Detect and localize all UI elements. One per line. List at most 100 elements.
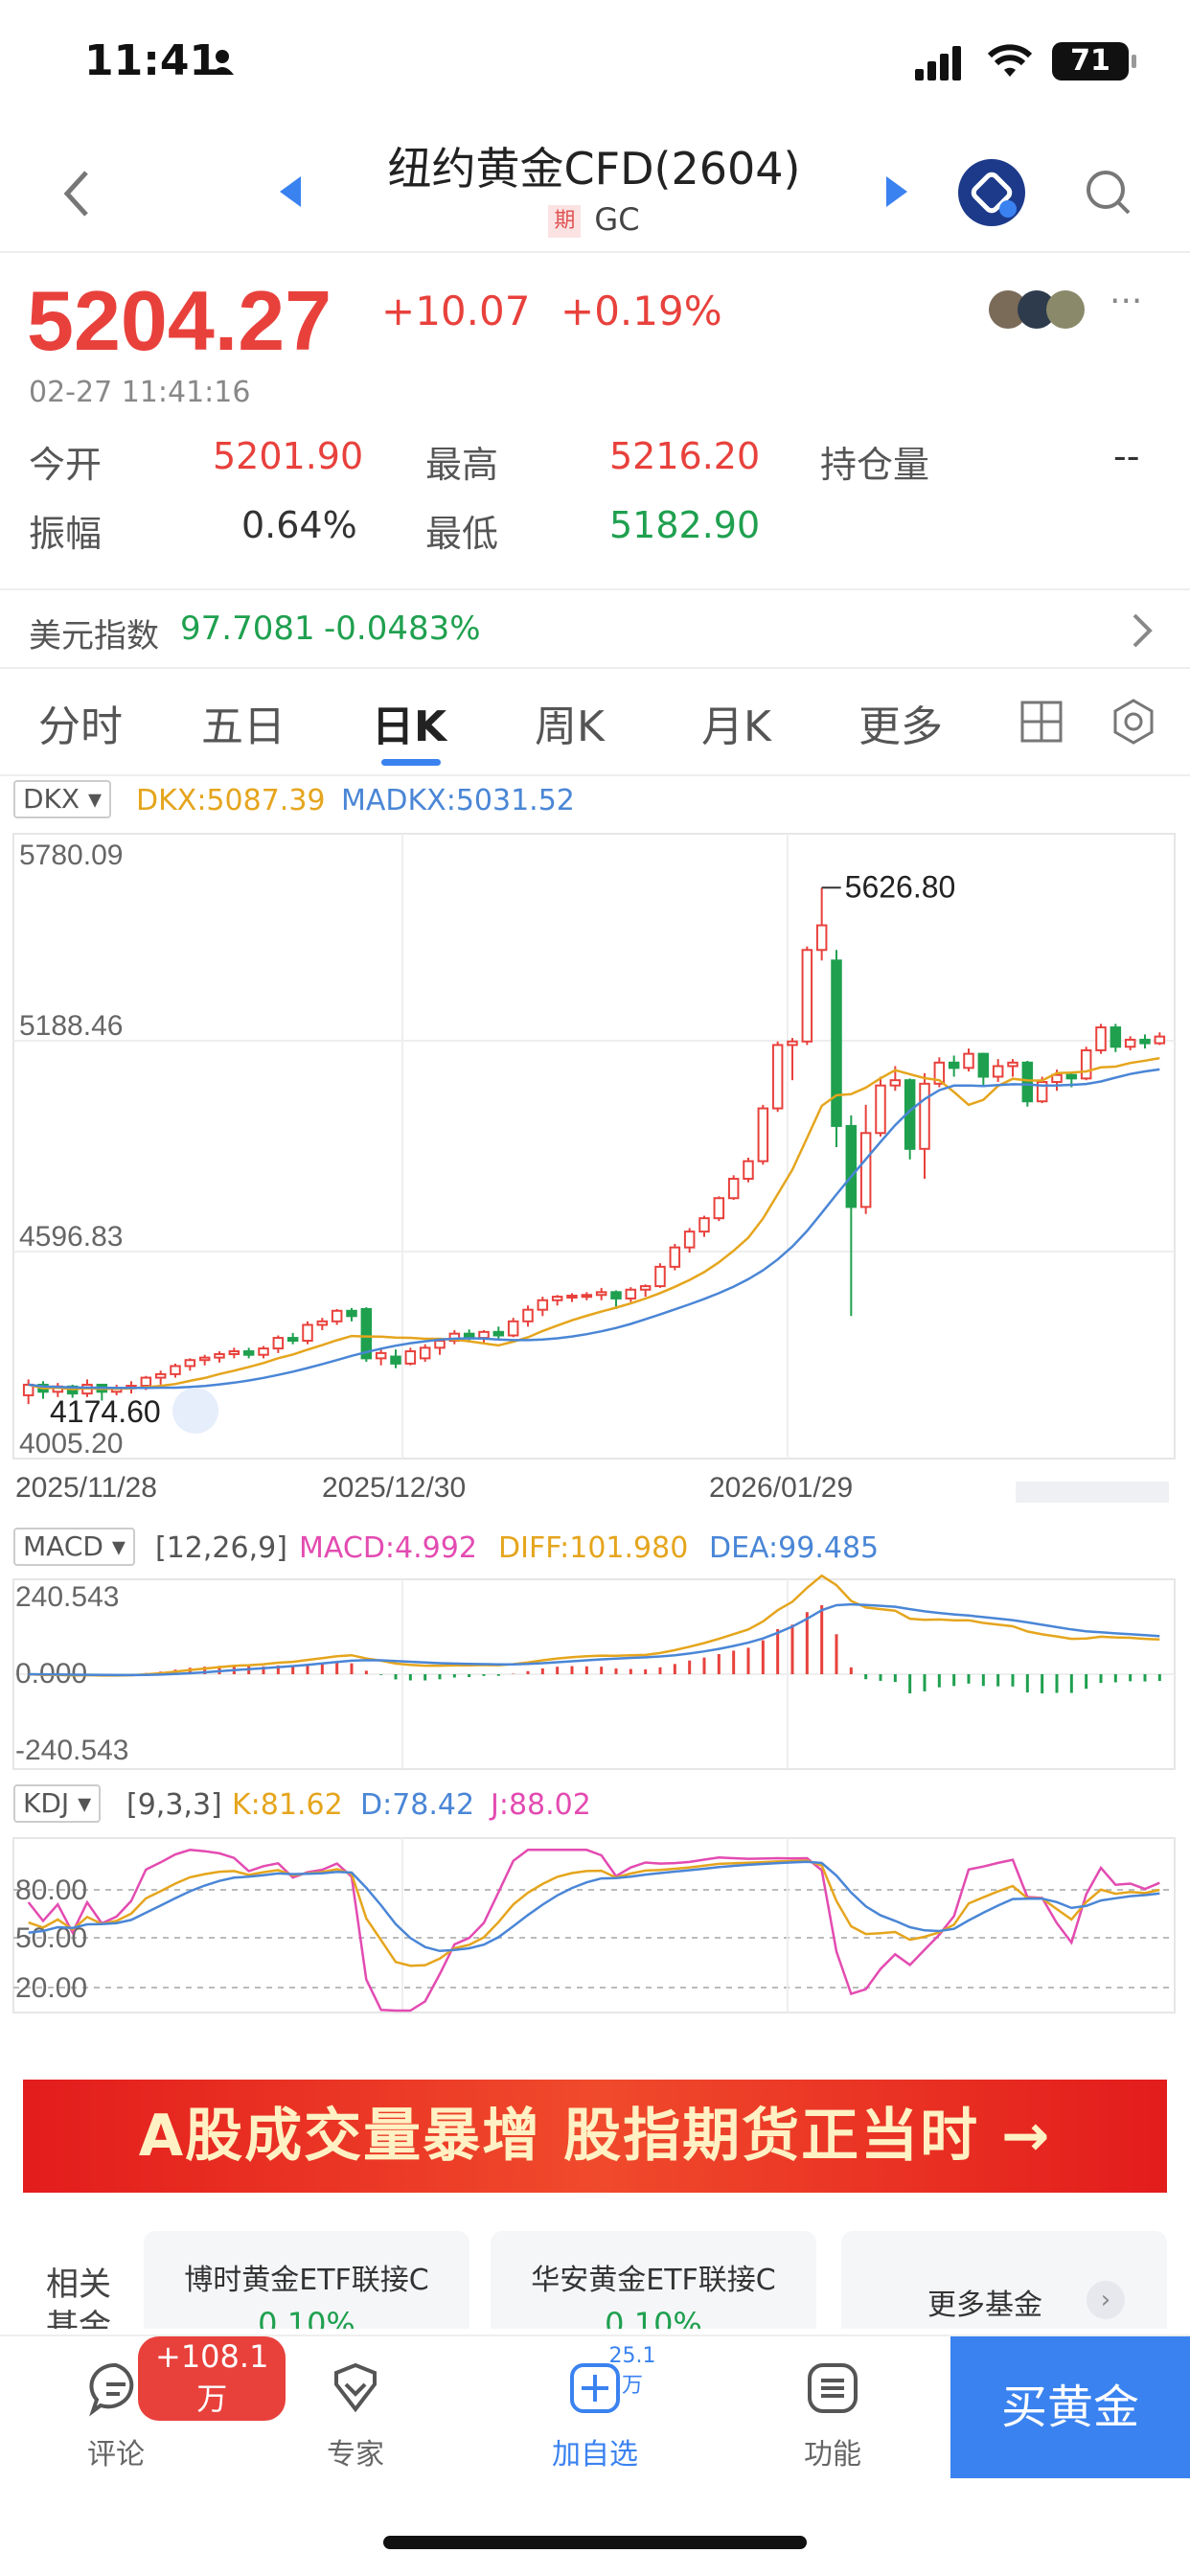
candle: [404, 1350, 417, 1365]
dkx-line: [28, 1056, 1160, 1391]
candle: [242, 1350, 255, 1356]
k-value: K:81.62: [232, 1788, 343, 1822]
page-subtitle: 期 GC: [498, 201, 690, 238]
avatar-group[interactable]: [987, 288, 1102, 332]
page-title: 纽约黄金CFD(2604): [387, 143, 801, 195]
candle: [272, 1337, 285, 1350]
funds-label: 相关基金: [46, 2266, 111, 2329]
main-chart-frame: [12, 833, 1176, 1460]
max-label: 5626.80: [845, 869, 956, 904]
candle: [22, 1383, 34, 1396]
macd-value: MACD:4.992: [299, 1531, 477, 1565]
grid-layout-icon[interactable]: [1019, 700, 1064, 744]
usd-index-value: 97.7081: [180, 610, 315, 648]
fund-card[interactable]: 华安黄金ETF联接C 0.10%: [491, 2231, 816, 2329]
settings-icon[interactable]: [1110, 698, 1157, 746]
back-icon[interactable]: [57, 165, 96, 222]
candle: [419, 1346, 431, 1360]
candle: [154, 1372, 167, 1379]
status-bar: 11:41 71: [0, 0, 1190, 125]
period-tabs: 分时 五日 日K 周K 月K 更多: [0, 671, 1190, 776]
tab-more[interactable]: 更多: [858, 702, 943, 751]
macd-select[interactable]: MACD ▾: [13, 1528, 135, 1566]
candle: [933, 1061, 946, 1085]
tab-intraday[interactable]: 分时: [38, 702, 123, 751]
main-indicator-label: DKX: [23, 783, 80, 815]
chart-scrollbar[interactable]: [1016, 1482, 1169, 1503]
diff-value: DIFF:101.980: [498, 1531, 689, 1565]
tab-daily[interactable]: 日K: [372, 702, 447, 751]
main-indicator-select[interactable]: DKX ▾: [13, 780, 112, 818]
oi-label: 持仓量: [820, 444, 930, 486]
candle: [390, 1355, 401, 1365]
battery-icon: 71: [1052, 42, 1136, 80]
madkx-value: MADKX:5031.52: [341, 784, 575, 817]
comment-count-badge: +108.1万: [138, 2336, 286, 2421]
high-label: 最高: [425, 444, 499, 486]
kline-svg[interactable]: 5780.09 5188.46 4596.83 4005.20 5626.80 …: [0, 776, 1190, 2022]
usd-index-label: 美元指数: [29, 617, 159, 656]
candle: [743, 1160, 754, 1181]
person-icon: [211, 50, 234, 75]
madkx-line: [28, 1068, 1160, 1390]
diff-line: [28, 1574, 1160, 1677]
candle: [1065, 1073, 1078, 1080]
macd-y-top: 240.543: [15, 1581, 119, 1613]
related-funds: 相关基金 博时黄金ETF联接C 0.10% 华安黄金ETF联接C 0.10% 更…: [0, 2223, 1190, 2329]
candle: [727, 1178, 740, 1200]
candle: [1007, 1061, 1018, 1068]
candle: [492, 1330, 505, 1337]
kline-chart-area: DKX ▾ DKX:5087.39 MADKX:5031.52 MACD ▾ […: [0, 776, 1190, 2022]
more-funds-card[interactable]: 更多基金 ›: [841, 2231, 1167, 2329]
fund-card[interactable]: 博时黄金ETF联接C 0.10%: [144, 2231, 469, 2329]
crosshair-button[interactable]: [172, 1388, 218, 1434]
promo-banner[interactable]: A股成交量暴增 股指期货正当时 →: [23, 2080, 1167, 2193]
open-value: 5201.90: [213, 435, 364, 477]
add-icon: [570, 2363, 620, 2413]
prev-contract-icon[interactable]: [280, 176, 301, 207]
candle: [845, 1124, 858, 1208]
more-icon[interactable]: ···: [1110, 282, 1143, 321]
candle: [1124, 1038, 1136, 1048]
fund-pct: 0.10%: [258, 2306, 355, 2329]
candle: [815, 924, 828, 952]
amp-label: 振幅: [29, 513, 103, 555]
x-label-2: 2025/12/30: [322, 1472, 466, 1504]
candle: [698, 1217, 710, 1233]
candle: [566, 1294, 578, 1299]
macd-params: [12,26,9]: [155, 1531, 287, 1565]
kdj-params: [9,3,3]: [126, 1788, 222, 1822]
buy-gold-button[interactable]: 买黄金: [950, 2336, 1190, 2478]
j-value: J:88.02: [491, 1788, 591, 1822]
candle: [214, 1352, 225, 1359]
low-value: 5182.90: [609, 504, 761, 546]
last-price: 5204.27: [27, 273, 332, 368]
tab-weekly[interactable]: 周K: [535, 702, 605, 751]
y-label-top: 5780.09: [19, 840, 123, 871]
candle: [198, 1356, 211, 1362]
tab-indicator: [381, 759, 441, 766]
candle: [1021, 1061, 1034, 1103]
expert-label: 专家: [327, 2438, 384, 2472]
candle: [831, 959, 842, 1127]
home-indicator[interactable]: [383, 2536, 807, 2549]
candle: [801, 949, 813, 1043]
fund-name: 华安黄金ETF联接C: [531, 2264, 776, 2297]
candle: [170, 1365, 181, 1375]
next-contract-icon[interactable]: [886, 176, 907, 207]
search-icon[interactable]: [1083, 167, 1134, 218]
dea-value: DEA:99.485: [709, 1531, 880, 1565]
tab-five-day[interactable]: 五日: [201, 702, 286, 751]
candle: [375, 1351, 387, 1360]
kdj-select[interactable]: KDJ ▾: [13, 1784, 102, 1823]
expert-icon: [334, 2362, 377, 2413]
chevron-right-icon: ›: [1087, 2281, 1125, 2319]
candle: [992, 1065, 1004, 1078]
chevron-right-icon: [1133, 613, 1153, 648]
tab-monthly[interactable]: 月K: [701, 702, 771, 751]
more-funds-label: 更多基金: [927, 2288, 1042, 2322]
watch-label: 加自选: [552, 2438, 638, 2472]
ai-assistant-icon[interactable]: [958, 159, 1025, 226]
usd-index-row[interactable]: 美元指数 97.7081 -0.0483%: [0, 588, 1190, 669]
symbol-code: GC: [594, 201, 640, 238]
